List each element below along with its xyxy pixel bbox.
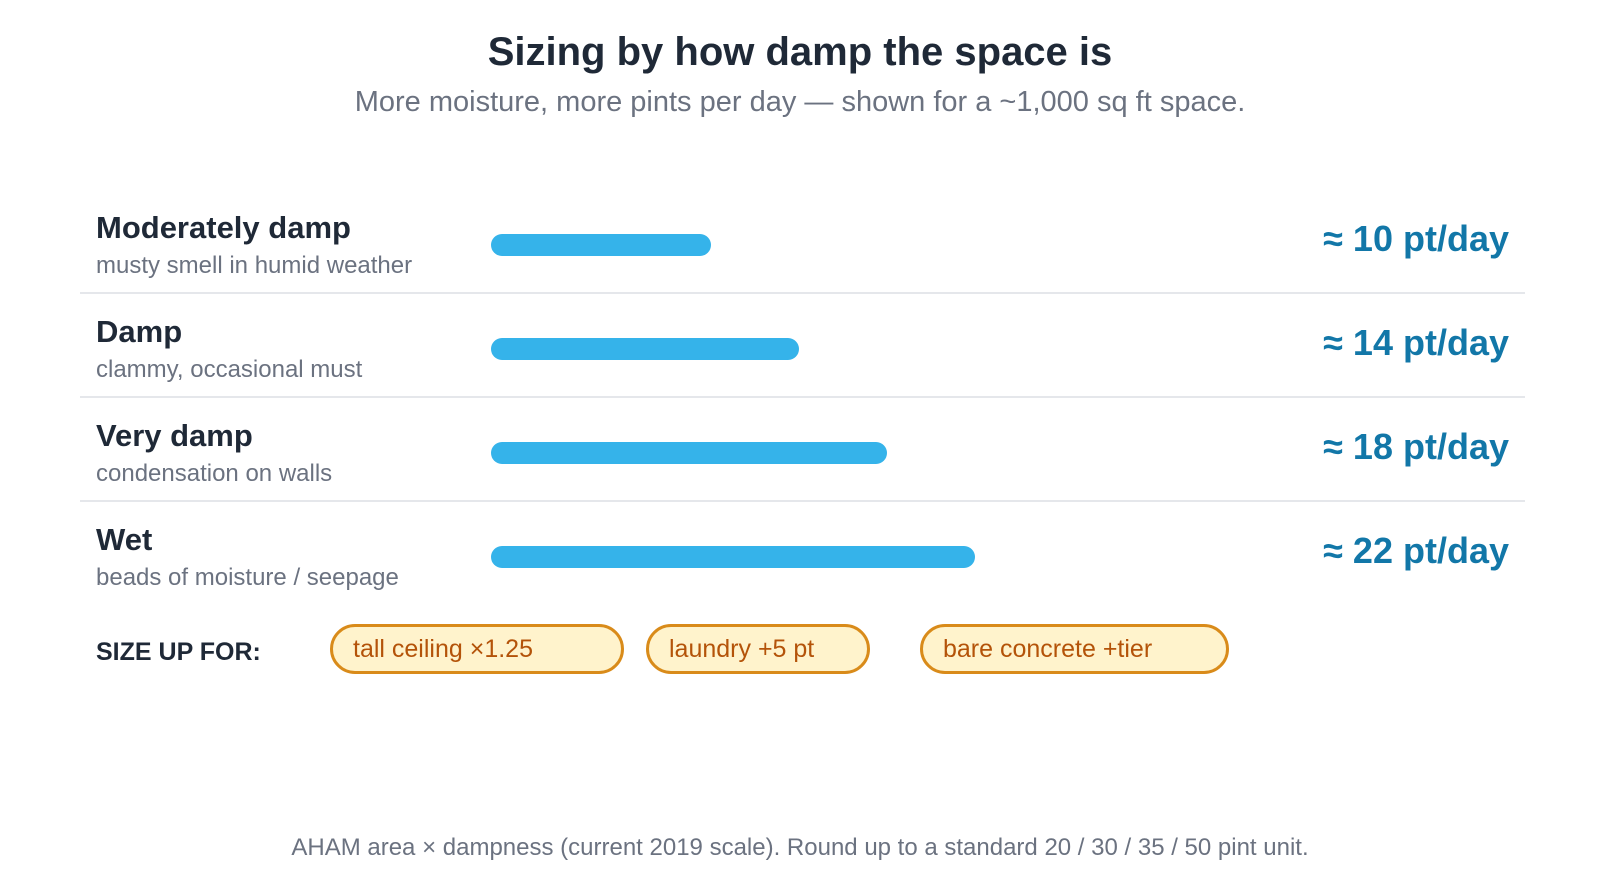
chip-tall-ceiling: tall ceiling ×1.25	[330, 624, 624, 674]
chart-subtitle: More moisture, more pints per day — show…	[354, 86, 1246, 118]
footnote: AHAM area × dampness (current 2019 scale…	[291, 834, 1309, 861]
row-value-label: ≈ 10 pt/day	[1323, 218, 1509, 259]
row-value-label: ≈ 18 pt/day	[1323, 426, 1509, 467]
dampness-row: Very damp condensation on walls ≈ 18 pt/…	[80, 398, 1525, 502]
row-name: Damp	[96, 314, 183, 349]
bar-track	[491, 546, 1191, 568]
bar-very-damp	[491, 442, 887, 464]
bar-track	[491, 442, 1191, 464]
row-name: Very damp	[96, 418, 253, 453]
bar-damp	[491, 338, 799, 360]
dampness-rows: Moderately damp musty smell in humid wea…	[80, 190, 1525, 606]
chip-bare-concrete: bare concrete +tier	[920, 624, 1229, 674]
bar-track	[491, 234, 1191, 256]
dampness-row: Moderately damp musty smell in humid wea…	[80, 190, 1525, 294]
size-up-label: SIZE UP FOR:	[96, 638, 261, 666]
row-name: Wet	[96, 522, 153, 557]
row-value-label: ≈ 14 pt/day	[1323, 322, 1509, 363]
chip-laundry: laundry +5 pt	[646, 624, 870, 674]
row-value-label: ≈ 22 pt/day	[1323, 530, 1509, 571]
dampness-row: Wet beads of moisture / seepage ≈ 22 pt/…	[80, 502, 1525, 606]
row-name: Moderately damp	[96, 210, 351, 245]
row-description: musty smell in humid weather	[96, 252, 413, 279]
row-description: condensation on walls	[96, 460, 333, 487]
bar-track	[491, 338, 1191, 360]
row-description: beads of moisture / seepage	[96, 564, 399, 591]
chart-title: Sizing by how damp the space is	[487, 30, 1113, 74]
bar-moderately-damp	[491, 234, 711, 256]
row-description: clammy, occasional must	[96, 356, 363, 383]
bar-wet	[491, 546, 975, 568]
dampness-row: Damp clammy, occasional must ≈ 14 pt/day	[80, 294, 1525, 398]
